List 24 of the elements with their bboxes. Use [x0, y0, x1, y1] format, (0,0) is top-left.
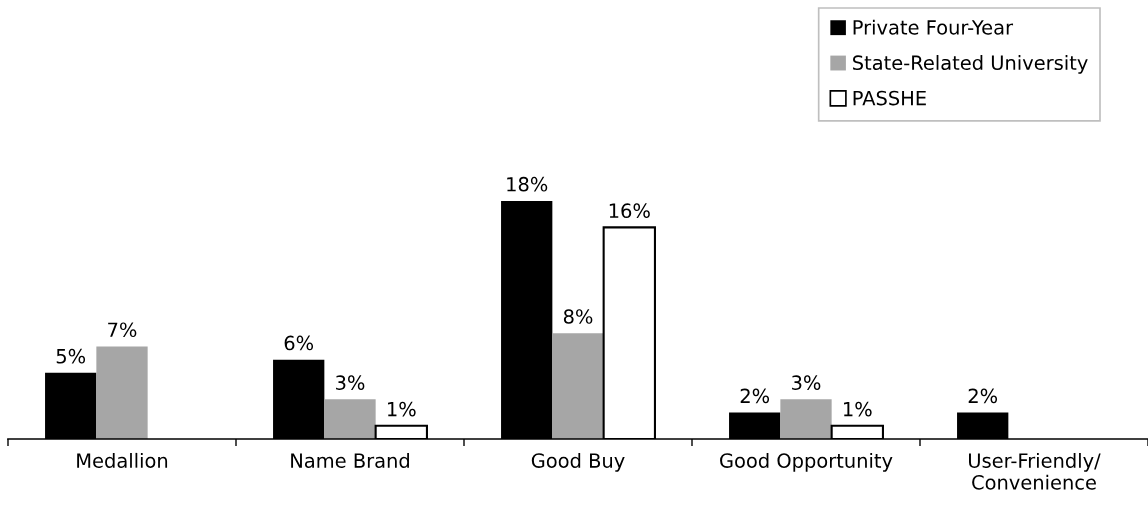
data-label: 2% [968, 388, 998, 404]
data-label: 1% [844, 401, 872, 417]
data-label: 2% [740, 388, 770, 404]
x-tick-label: Name Brand [291, 452, 409, 468]
bar [552, 333, 604, 439]
legend-label: Private Four-Year [853, 19, 1014, 35]
data-label: 8% [563, 309, 593, 324]
x-tick-label: Good Opportunity [720, 452, 893, 472]
data-label: 18% [507, 176, 548, 192]
data-label: 1% [388, 401, 416, 417]
data-label: 16% [609, 203, 650, 219]
data-label: 3% [792, 375, 821, 390]
data-label: 7% [108, 322, 137, 338]
x-tick-label: User-Friendly/ Convenience [969, 452, 1101, 490]
x-tick-label: Good Buy [531, 452, 625, 472]
data-label: 6% [284, 335, 314, 351]
legend-label: State-Related University [853, 55, 1088, 74]
legend-label: PASSHE [853, 90, 926, 106]
bar [780, 399, 832, 439]
bar [96, 346, 148, 439]
x-tick-label: Medallion [77, 452, 168, 468]
data-label: 3% [336, 375, 365, 390]
bar [324, 399, 376, 439]
data-label: 5% [56, 348, 86, 364]
